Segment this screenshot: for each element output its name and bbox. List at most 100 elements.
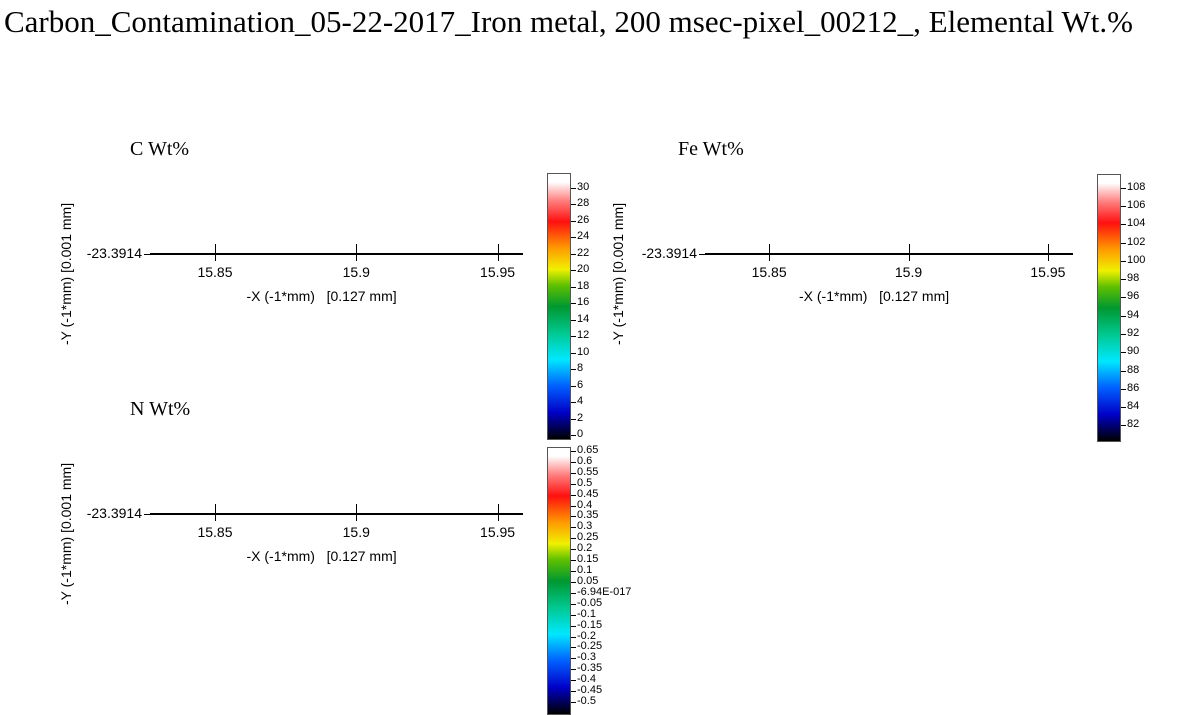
figure-title: Carbon_Contamination_05-22-2017_Iron met… [4, 4, 1133, 39]
colorbar-tick [571, 435, 576, 437]
x-tick-mark [1047, 244, 1049, 261]
colorbar-tick-label: 0.3 [577, 520, 593, 533]
colorbar-tick [571, 369, 576, 371]
colorbar-tick [571, 625, 576, 627]
colorbar-tick-label: 16 [577, 296, 590, 309]
y-tick-label: -23.3914 [641, 245, 697, 261]
colorbar-tick [571, 516, 576, 518]
colorbar-tick-label: 84 [1127, 400, 1140, 413]
colorbar-tick-label: 26 [577, 213, 590, 226]
x-tick-mark [356, 504, 358, 521]
colorbar-tick [571, 286, 576, 288]
colorbar-tick-label: 104 [1127, 217, 1146, 230]
y-tick-label: -23.3914 [86, 505, 142, 521]
colorbar-tick [571, 204, 576, 206]
colorbar-tick-label: 18 [577, 279, 590, 292]
colorbar-tick-label: 0.4 [577, 498, 593, 511]
colorbar-tick [1121, 333, 1126, 335]
y-tick-mark [699, 254, 705, 255]
colorbar-tick [571, 385, 576, 387]
colorbar-tick [571, 220, 576, 222]
colorbar-tick [1121, 388, 1126, 390]
colorbar-tick-label: 90 [1127, 345, 1140, 358]
colorbar-tick [571, 691, 576, 693]
panel-title: N Wt% [130, 398, 191, 420]
colorbar-tick [571, 402, 576, 404]
colorbar-tick-label: 102 [1127, 235, 1146, 248]
colorbar-tick [571, 303, 576, 305]
x-axis-label: -X (-1*mm) [0.127 mm] [246, 288, 397, 304]
colorbar-tick [1121, 352, 1126, 354]
heatmap-strip [150, 253, 523, 255]
colorbar-tick [571, 647, 576, 649]
x-tick-label: 15.95 [480, 524, 516, 540]
colorbar-tick-label: 106 [1127, 198, 1146, 211]
colorbar-tick-label: 0.05 [577, 574, 599, 587]
colorbar-tick-label: 10 [577, 345, 590, 358]
colorbar [1097, 174, 1121, 442]
colorbar-tick [571, 527, 576, 529]
colorbar-tick-label: 108 [1127, 180, 1146, 193]
x-axis-label: -X (-1*mm) [0.127 mm] [799, 288, 950, 304]
colorbar [547, 173, 571, 440]
colorbar-tick-label: 0 [577, 428, 584, 441]
x-tick-label: 15.95 [1030, 264, 1066, 280]
colorbar-tick [1121, 224, 1126, 226]
colorbar-tick [571, 538, 576, 540]
colorbar-tick-label: -0.3 [577, 651, 596, 664]
x-axis-label: -X (-1*mm) [0.127 mm] [246, 548, 397, 564]
heatmap-strip [705, 253, 1073, 255]
colorbar-tick [571, 418, 576, 420]
y-axis-label: -Y (-1*mm) [0.001 mm] [58, 462, 74, 605]
colorbar-tick [571, 702, 576, 704]
x-tick-mark [356, 244, 358, 261]
colorbar-tick-label: -0.4 [577, 673, 596, 686]
colorbar-tick [571, 270, 576, 272]
x-tick-mark [214, 244, 216, 261]
colorbar-tick-label: -0.45 [577, 684, 603, 697]
colorbar-tick-label: 22 [577, 246, 590, 259]
colorbar-tick-label: 0.65 [577, 443, 599, 456]
colorbar-tick [571, 461, 576, 463]
colorbar-tick-label: -0.35 [577, 662, 603, 675]
colorbar-tick-label: -6.94E-017 [577, 585, 632, 598]
colorbar-tick [1121, 279, 1126, 281]
colorbar-tick-label: 88 [1127, 363, 1140, 376]
panel-title: Fe Wt% [678, 138, 744, 160]
colorbar-tick-label: 82 [1127, 418, 1140, 431]
colorbar-tick-label: 0.25 [577, 531, 599, 544]
x-tick-mark [769, 244, 771, 261]
x-tick-mark [908, 244, 910, 261]
colorbar-tick-label: 0.45 [577, 487, 599, 500]
colorbar-tick [571, 636, 576, 638]
colorbar-tick-label: 94 [1127, 308, 1140, 321]
x-tick-label: 15.95 [480, 264, 516, 280]
colorbar-tick [571, 658, 576, 660]
colorbar-tick-label: 8 [577, 362, 584, 375]
colorbar-tick-label: 0.5 [577, 476, 593, 489]
panel-title: C Wt% [130, 138, 190, 160]
x-tick-mark [214, 504, 216, 521]
colorbar-tick-label: 100 [1127, 253, 1146, 266]
colorbar-tick-label: -0.05 [577, 596, 603, 609]
x-tick-mark [497, 244, 499, 261]
colorbar-tick [1121, 205, 1126, 207]
colorbar-tick [1121, 242, 1126, 244]
colorbar-tick [571, 549, 576, 551]
colorbar-tick-label: 0.6 [577, 454, 593, 467]
colorbar-tick [571, 603, 576, 605]
colorbar-tick-label: 98 [1127, 272, 1140, 285]
colorbar-tick [1121, 187, 1126, 189]
colorbar-tick [571, 614, 576, 616]
colorbar-tick [571, 669, 576, 671]
colorbar-tick [1121, 370, 1126, 372]
colorbar-tick-label: 30 [577, 180, 590, 193]
colorbar-tick [571, 592, 576, 594]
colorbar-tick [571, 336, 576, 338]
colorbar-tick-label: 96 [1127, 290, 1140, 303]
colorbar-tick [571, 494, 576, 496]
colorbar-tick-label: 2 [577, 411, 584, 424]
x-tick-label: 15.9 [342, 524, 370, 540]
colorbar-tick-label: 86 [1127, 381, 1140, 394]
colorbar-tick-label: 24 [577, 230, 590, 243]
